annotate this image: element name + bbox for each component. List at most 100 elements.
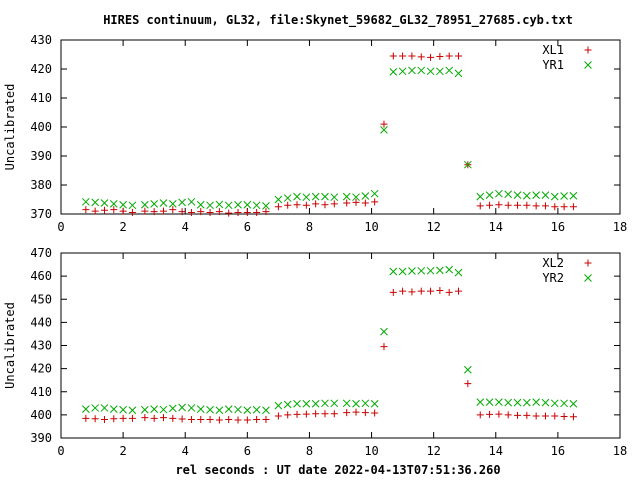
x-axis-label: rel seconds : UT date 2022-04-13T07:51:3…	[175, 463, 500, 477]
xl2-point	[302, 410, 310, 418]
yr2-point	[178, 403, 186, 412]
yr1-point	[550, 192, 559, 201]
xl1-point	[445, 52, 453, 60]
yr1-point	[436, 67, 444, 76]
y-axis-label: Uncalibrated	[3, 84, 17, 171]
yr2-point	[476, 398, 485, 407]
yr2-point	[252, 405, 261, 414]
yr2-point	[243, 406, 252, 415]
plot-frame	[60, 39, 621, 215]
yr2-point	[495, 398, 503, 407]
y-tick-label: 390	[30, 431, 52, 445]
xl2-point	[399, 287, 407, 295]
yr1-point	[485, 191, 494, 200]
xl1-point	[504, 201, 512, 209]
x-tick-label: 10	[364, 220, 378, 234]
yr1-point	[302, 193, 311, 202]
yr1-point	[311, 192, 320, 201]
yr2-point	[81, 405, 90, 413]
yr1-point	[206, 201, 214, 210]
yr1-point	[224, 201, 233, 210]
xl2-point	[91, 415, 99, 423]
xl2-point	[119, 414, 127, 422]
yr2-point	[532, 398, 541, 407]
y-tick-label: 410	[30, 91, 52, 105]
xl2-point	[284, 411, 292, 419]
yr2-point	[504, 398, 513, 407]
xl2-point	[274, 412, 282, 420]
x-tick-label: 4	[182, 220, 189, 234]
yr1-point	[81, 197, 90, 206]
xl2-point	[150, 414, 158, 422]
y-tick-label: 440	[30, 315, 52, 329]
xl1-point	[91, 207, 99, 215]
yr1-point	[504, 190, 513, 199]
xl1-point	[330, 200, 338, 208]
xl2-point	[82, 414, 90, 422]
yr1-point	[495, 189, 503, 198]
xl2-point	[486, 410, 494, 418]
yr2-point	[100, 404, 109, 412]
xl2-point	[504, 411, 512, 419]
yr2-point	[91, 404, 100, 412]
yr1-point	[140, 200, 149, 209]
xl1-point	[100, 206, 108, 214]
yr2-point	[206, 405, 214, 414]
xl2-point	[243, 416, 251, 424]
xl2-point	[187, 416, 195, 423]
xl2-point	[361, 409, 369, 417]
yr1-point	[109, 199, 118, 208]
xl1-point	[399, 52, 407, 60]
xl1-point	[389, 52, 397, 60]
xl1-point	[119, 207, 127, 215]
yr1-point	[128, 201, 137, 210]
xl1-point	[284, 201, 292, 209]
xl1-point	[187, 209, 195, 217]
xl1-point	[486, 201, 494, 209]
yr1-point	[215, 200, 224, 209]
xl2-point	[110, 415, 118, 423]
yr2-point	[389, 267, 398, 276]
x-tick-label: 0	[57, 220, 64, 234]
xl2-point	[206, 416, 214, 423]
xl2-point	[215, 416, 223, 424]
yr1-point	[178, 198, 186, 207]
xl1-point	[514, 201, 522, 209]
y-tick-label: 420	[30, 362, 52, 376]
x-tick-label: 18	[613, 444, 627, 458]
xl1-point	[560, 203, 568, 211]
legend-label-xl2: XL2	[542, 256, 564, 270]
xl2-point	[427, 287, 435, 295]
yr1-point	[196, 200, 205, 209]
xl2-point	[445, 288, 453, 296]
xl1-point	[436, 53, 444, 61]
yr2-point	[522, 398, 531, 407]
xl1-point	[352, 198, 360, 206]
x-tick-label: 12	[426, 444, 440, 458]
xl1-point	[361, 199, 369, 207]
yr2-point	[311, 399, 320, 408]
xl2-point	[141, 414, 149, 422]
yr2-point	[168, 404, 177, 413]
x-tick-label: 14	[489, 444, 503, 458]
yr2-point	[109, 405, 118, 413]
top-panel: Uncalibrated 370 380 390 400 410 420 430 0 2 4 6 8 10…	[3, 33, 627, 234]
yr1-point	[380, 126, 388, 134]
x-tick-label: 8	[306, 220, 313, 234]
yr1-point	[541, 191, 550, 200]
yr1-point	[417, 66, 426, 75]
yr1-point	[389, 68, 398, 76]
yr2-point	[224, 405, 233, 413]
xl2-point	[312, 410, 320, 418]
xl2-point	[408, 288, 416, 296]
xl2-point	[551, 412, 559, 420]
xl1-point	[495, 201, 503, 209]
yr2-point	[330, 399, 339, 408]
yr2-point	[361, 399, 370, 408]
y-tick-label: 470	[30, 246, 52, 260]
xl1-point	[312, 200, 320, 208]
bottom-panel: Uncalibrated3904004104204304404504604700…	[3, 246, 627, 458]
yr1-point	[168, 199, 177, 208]
xl1-point	[371, 198, 379, 206]
